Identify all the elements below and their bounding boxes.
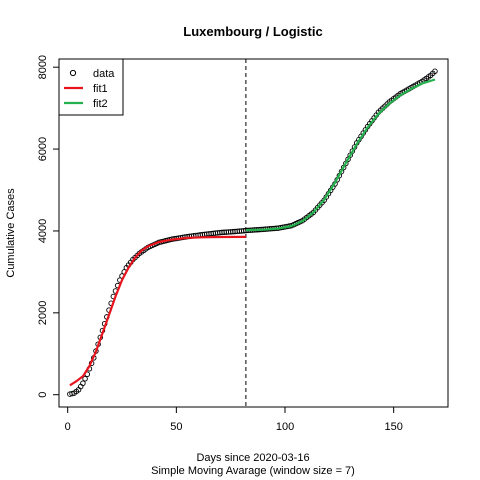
legend-data-marker [69,69,77,77]
fit2-line [245,78,436,232]
chart-title: Luxembourg / Logistic [183,24,322,39]
y-tick-label: 2000 [37,301,49,325]
y-tick-label: 4000 [37,219,49,243]
legend-label: fit1 [93,83,108,95]
legend-label: fit2 [93,98,108,110]
x-tick-label: 50 [170,421,182,433]
legend: data fit1 fit2 [58,58,124,116]
x-tick-label: 100 [276,421,294,433]
x-axis-sublabel: Simple Moving Avarage (window size = 7) [151,465,355,477]
x-tick-label: 0 [65,421,71,433]
y-tick-label: 8000 [37,55,49,79]
fit-lines [69,78,436,387]
fit1-line [69,235,246,387]
y-axis-label: Cumulative Cases [5,188,17,278]
y-tick-label: 6000 [37,137,49,161]
y-tick-label: 0 [37,392,49,398]
data-points [67,68,438,397]
data-point [69,390,75,397]
legend-box [58,58,124,116]
data-point [82,376,88,382]
data-point [432,68,438,75]
x-axis: 0 50 100 150 [65,407,403,433]
plot-frame [58,58,449,408]
x-tick-label: 150 [384,421,402,433]
x-axis-label: Days since 2020-03-16 [196,452,309,464]
data-point [80,380,86,387]
data-point [345,156,351,163]
legend-label: data [93,68,115,80]
y-axis: 0 2000 4000 6000 8000 [37,55,59,398]
